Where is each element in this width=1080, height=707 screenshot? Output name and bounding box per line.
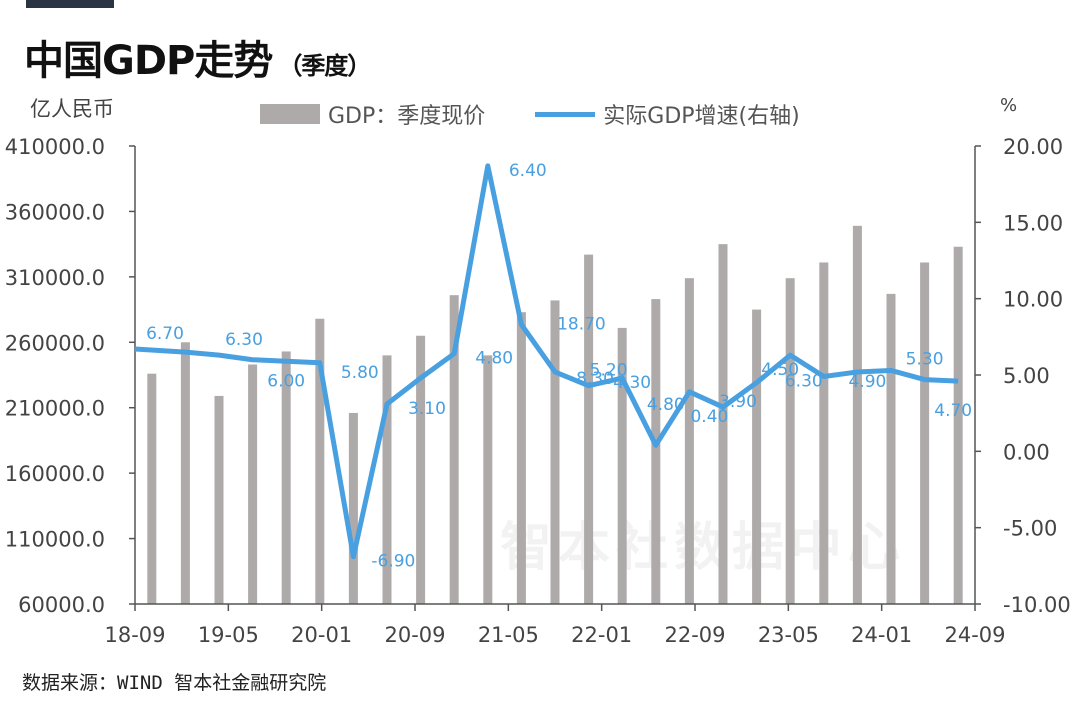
- gdp-bar: [550, 300, 560, 604]
- growth-data-label: 3.90: [719, 392, 757, 412]
- data-source: 数据来源：WIND 智本社金融研究院: [22, 672, 327, 694]
- left-tick-label: 360000.0: [5, 200, 105, 224]
- gdp-bar: [147, 373, 157, 604]
- legend-line-swatch: [535, 111, 596, 117]
- right-tick-label: 15.00: [1003, 211, 1063, 235]
- gdp-bar: [819, 262, 829, 604]
- left-tick-label: 160000.0: [5, 462, 105, 486]
- gdp-bar: [382, 355, 392, 604]
- x-tick-label: 20-01: [291, 623, 352, 647]
- gdp-bar: [483, 355, 493, 604]
- growth-line: [134, 163, 959, 560]
- gdp-bar: [516, 312, 526, 604]
- x-tick-label: 21-05: [478, 623, 539, 647]
- gdp-bar: [651, 299, 661, 604]
- gdp-bar: [718, 244, 728, 604]
- gdp-bar: [584, 254, 594, 604]
- left-tick-label: 260000.0: [5, 331, 105, 355]
- growth-data-label: 8.30: [576, 369, 614, 389]
- gdp-bar: [684, 278, 694, 604]
- growth-data-label: 3.10: [408, 399, 446, 419]
- gdp-bar: [416, 335, 426, 604]
- x-tick-label: 18-09: [104, 623, 165, 647]
- legend-line-label: 实际GDP增速(右轴): [603, 104, 800, 129]
- growth-data-label: 4.30: [613, 373, 651, 393]
- growth-data-label: 6.40: [509, 161, 547, 181]
- gdp-bar: [248, 364, 258, 604]
- gdp-bar: [785, 278, 795, 604]
- gdp-bar: [953, 246, 963, 604]
- left-tick-label: 310000.0: [5, 266, 105, 290]
- x-tick-label: 23-05: [758, 623, 819, 647]
- right-tick-label: -10.00: [1003, 593, 1071, 617]
- right-tick-label: -5.00: [1003, 517, 1057, 541]
- gdp-bar: [315, 318, 325, 604]
- x-tick-label: 20-09: [384, 623, 445, 647]
- gdp-bar: [449, 295, 459, 604]
- growth-data-label: 18.70: [557, 315, 606, 335]
- title-accent-bar: [26, 0, 114, 8]
- growth-data-label: 6.70: [146, 324, 184, 344]
- growth-data-label: -6.90: [371, 552, 415, 572]
- gdp-bar: [752, 309, 762, 604]
- gdp-bar: [281, 351, 291, 604]
- left-tick-label: 210000.0: [5, 397, 105, 421]
- left-tick-label: 410000.0: [5, 135, 105, 159]
- gdp-bar: [852, 225, 862, 604]
- growth-data-label: 5.80: [341, 363, 379, 383]
- chart-subtitle: （季度）: [278, 52, 371, 80]
- growth-data-label: 6.30: [785, 372, 823, 392]
- growth-data-label: 6.30: [225, 330, 263, 350]
- gdp-bar: [617, 327, 627, 604]
- legend-bar-label: GDP：季度现价: [328, 104, 486, 129]
- left-tick-label: 60000.0: [18, 593, 105, 617]
- x-tick-label: 22-09: [664, 623, 725, 647]
- growth-data-label: 6.00: [267, 371, 305, 391]
- legend: GDP：季度现价 实际GDP增速(右轴): [260, 98, 800, 130]
- growth-data-label: 4.80: [647, 395, 685, 415]
- x-tick-label: 24-01: [851, 623, 912, 647]
- right-tick-label: 10.00: [1003, 288, 1063, 312]
- gdp-bar: [886, 293, 896, 604]
- right-tick-label: 5.00: [1003, 364, 1050, 388]
- gdp-bar: [214, 395, 224, 604]
- x-tick-label: 22-01: [571, 623, 632, 647]
- gdp-bar: [348, 412, 358, 604]
- right-tick-label: 20.00: [1003, 135, 1063, 159]
- gdp-bar: [920, 262, 930, 604]
- right-axis-unit: %: [1000, 95, 1018, 116]
- growth-data-label: 4.90: [848, 372, 886, 392]
- growth-data-label: 5.20: [590, 361, 628, 381]
- legend-bar-swatch: [260, 104, 320, 124]
- x-tick-label: 24-09: [944, 623, 1005, 647]
- growth-data-label: 4.70: [934, 401, 972, 421]
- left-tick-label: 110000.0: [5, 528, 105, 552]
- right-tick-label: 0.00: [1003, 440, 1050, 464]
- gdp-bar: [180, 342, 190, 604]
- x-tick-label: 19-05: [198, 623, 259, 647]
- watermark: 智本社数据中心: [500, 518, 907, 578]
- chart-title-text: 中国GDP走势: [24, 38, 273, 84]
- left-axis-unit: 亿人民币: [30, 97, 114, 121]
- growth-data-label: 0.40: [690, 407, 728, 427]
- chart-title: 中国GDP走势 （季度）: [24, 28, 371, 86]
- growth-data-label: 5.30: [906, 350, 944, 370]
- growth-data-label: 4.50: [761, 360, 799, 380]
- growth-data-label: 4.80: [475, 349, 513, 369]
